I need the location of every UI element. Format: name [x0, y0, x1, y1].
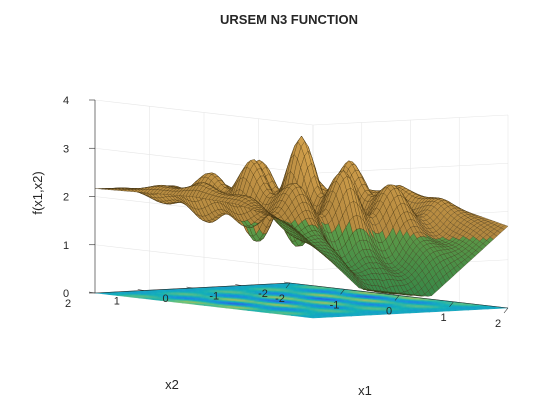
- chart-title: URSEM N3 FUNCTION: [220, 12, 358, 27]
- x1-tick-label: 0: [386, 306, 392, 318]
- contour-cell: [305, 316, 320, 319]
- z-tick-label: 2: [63, 192, 69, 204]
- z-tick-label: 3: [63, 143, 69, 155]
- side-wall-grid-line: [312, 114, 509, 126]
- x2-tick-label: -1: [209, 291, 219, 303]
- x1-tick-label: -1: [330, 299, 340, 311]
- x2-tick-label: 1: [114, 296, 120, 308]
- x1-tick-label: -2: [275, 293, 285, 305]
- x2-tick-label: -2: [258, 288, 268, 300]
- x2-tick-mark: [186, 286, 193, 289]
- contour-projection: [94, 282, 509, 319]
- x1-tick-label: 1: [440, 312, 446, 324]
- surface-mesh: [94, 135, 509, 297]
- z-tick-label: 0: [63, 288, 69, 300]
- x2-tick-mark: [235, 284, 242, 286]
- x1-tick-mark: [503, 307, 509, 314]
- x2-tick-mark: [283, 281, 291, 284]
- x1-tick-label: 2: [495, 318, 501, 330]
- x2-tick-label: 0: [162, 293, 168, 305]
- back-wall-grid-line: [94, 99, 314, 126]
- back-wall-grid-line: [94, 244, 314, 271]
- z-tick-label: 4: [63, 95, 69, 107]
- z-tick-label: 1: [63, 240, 69, 252]
- x2-tick-mark: [137, 289, 144, 291]
- back-wall-grid-line: [94, 147, 314, 174]
- x1-axis-label: x1: [358, 383, 372, 398]
- x2-axis-label: x2: [165, 377, 179, 392]
- z-axis-label: f(x1,x2): [30, 171, 45, 214]
